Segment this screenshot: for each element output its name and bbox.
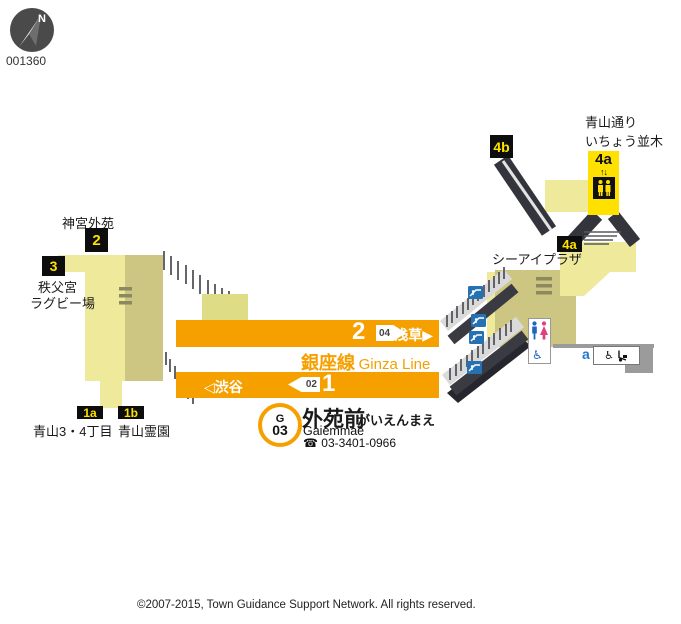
toilet-icon: ♿ <box>528 318 551 364</box>
compass-icon: N <box>10 8 54 52</box>
direction-asakusa: 浅草▶ <box>394 327 433 343</box>
accessible-route-box: ♿ <box>593 346 640 365</box>
line-code: G <box>275 412 285 425</box>
line-name: 銀座線 Ginza Line <box>301 353 431 373</box>
exit-4b-badge: 4b <box>490 135 513 158</box>
escalator-icon <box>467 361 482 374</box>
station-number: 03 <box>272 421 288 438</box>
exit-1b-badge: 1b <box>118 406 144 419</box>
exit-4a-lower-place: シーアイプラザ <box>492 252 582 267</box>
exit-3-place-line1: 秩父宮 <box>38 280 78 295</box>
stair-lift-icon <box>618 350 627 362</box>
exit-a-label: a <box>582 346 590 362</box>
station-name-en: Gaiemmae <box>303 424 365 438</box>
exit-4a-lower-badge: 4a <box>557 236 582 252</box>
right-arrow-icon: ▶ <box>422 327 433 343</box>
exit-1a-badge: 1a <box>77 406 103 419</box>
car-marker-02: 02 <box>288 377 320 392</box>
escalator-icon <box>468 286 483 299</box>
station-number-circle: G 03 <box>258 403 302 447</box>
exit-4a-top-badge: 4a <box>595 151 612 168</box>
platform-2-number: 2 <box>352 318 366 345</box>
exit-3-badge: 3 <box>42 256 65 276</box>
station-name-kana: がいえんまえ <box>357 413 436 428</box>
exit-4a-place-line2: いちょう並木 <box>585 134 664 149</box>
stairs-hatch-flight-b <box>449 320 512 380</box>
exit-1a-place: 青山3・4丁目 <box>33 424 113 439</box>
toilet-female-icon <box>540 321 548 340</box>
station-phone: ☎ 03-3401-0966 <box>303 436 397 450</box>
direction-shibuya: ◁渋谷 <box>204 379 243 395</box>
stair-marks-right <box>536 277 552 295</box>
exit-2-badge: 2 <box>85 228 108 252</box>
wheelchair-icon: ♿ <box>604 350 614 362</box>
phone-icon: ☎ <box>303 436 318 450</box>
stairs-hatch-upper-left <box>163 251 230 297</box>
elevator-icon <box>592 177 615 199</box>
exit-1b-place: 青山霊園 <box>118 424 171 439</box>
escalator-icon <box>469 331 484 344</box>
platform-1-bar: ◁渋谷 02 1 <box>176 370 439 398</box>
step-lines <box>584 231 621 245</box>
car-marker-04: 04 <box>376 325 406 341</box>
compass-north-label: N <box>38 13 46 25</box>
exit-4a-elevator-box: 4a ↑↓ <box>588 151 619 215</box>
wheelchair-icon: ♿ <box>532 348 543 362</box>
left-arrow-icon: ◁ <box>204 379 215 395</box>
platform-1-number: 1 <box>322 370 336 397</box>
exit-3-place-line2: ラグビー場 <box>30 296 96 311</box>
copyright: ©2007-2015, Town Guidance Support Networ… <box>137 599 476 611</box>
exit-4a-place-line1: 青山通り <box>585 115 638 130</box>
elevator-updown-arrows-icon: ↑↓ <box>600 167 608 177</box>
station-name-ja: 外苑前 <box>302 408 365 431</box>
escalator-icon <box>471 314 486 327</box>
stair-marks-left <box>119 287 132 305</box>
map-id: 001360 <box>6 54 47 68</box>
exit-2-place: 神宮外苑 <box>62 216 115 231</box>
toilet-male-icon <box>532 321 537 340</box>
platform-2-bar: 2 04 浅草▶ <box>176 318 439 347</box>
